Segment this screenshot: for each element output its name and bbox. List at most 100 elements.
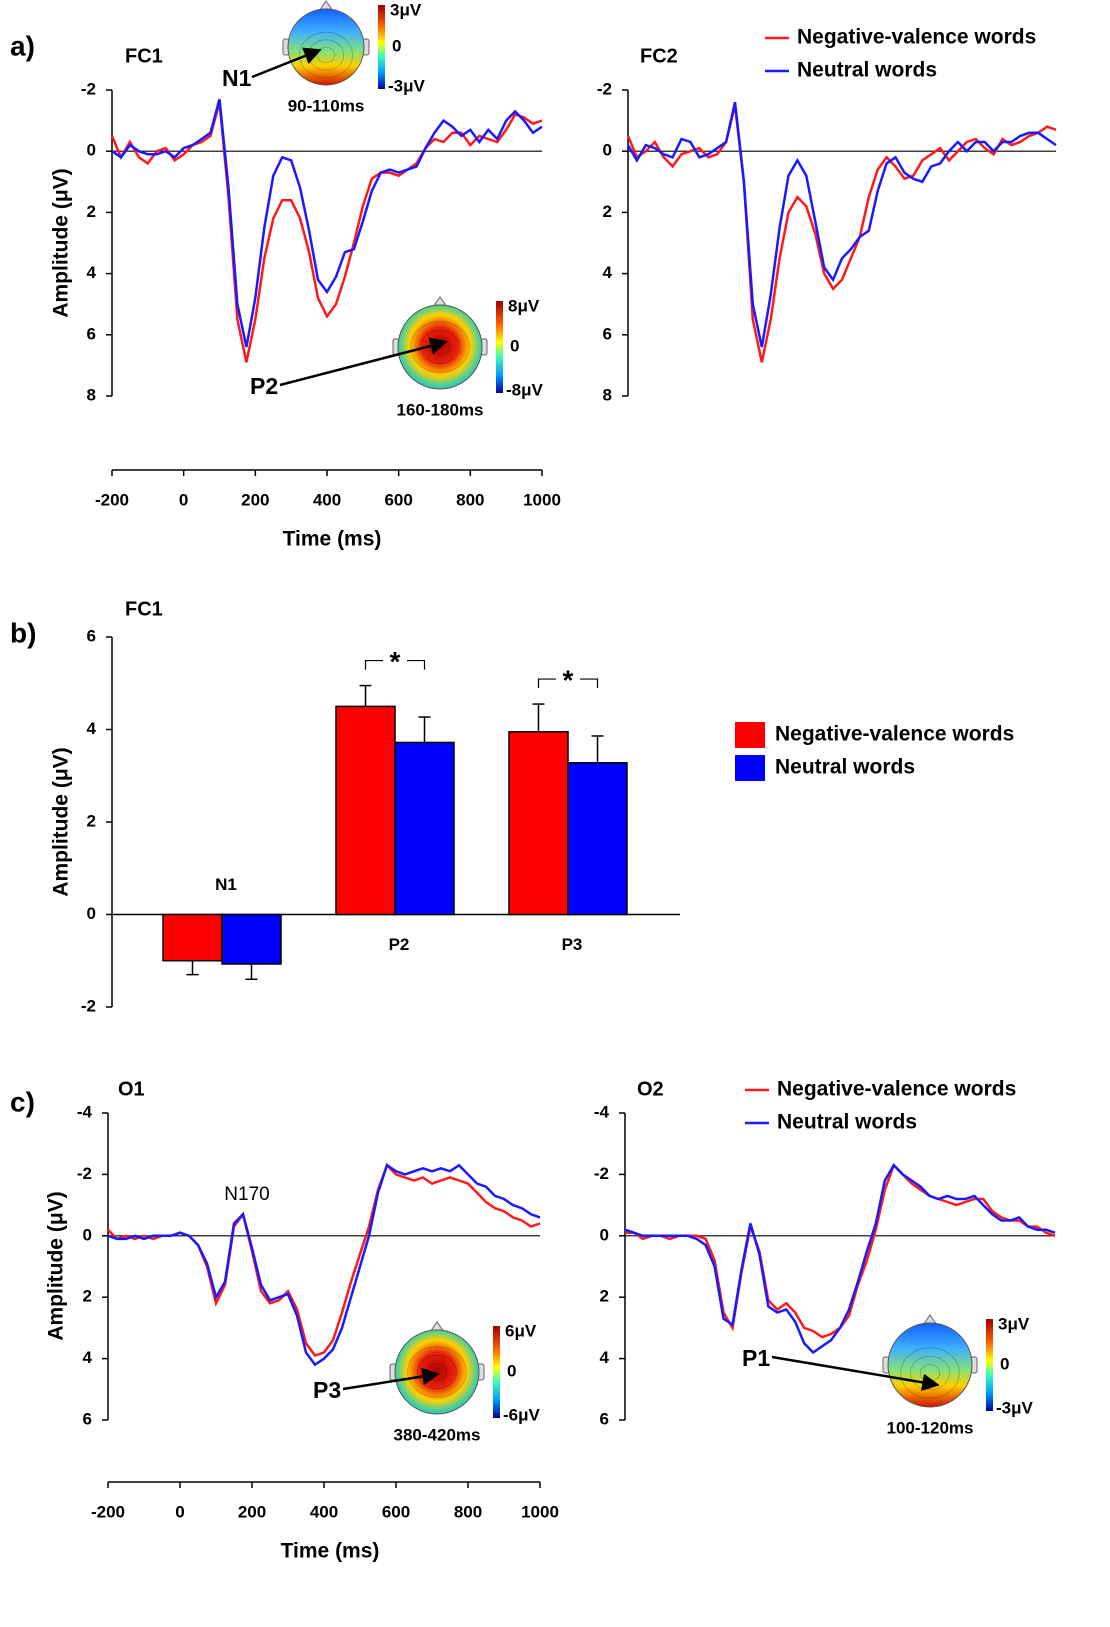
x-tick-label: 200 xyxy=(241,490,269,509)
legend-swatch xyxy=(735,755,765,781)
colorbar-label: 8μV xyxy=(508,296,540,315)
colorbar-label: 0 xyxy=(1000,1354,1009,1373)
x-tick-label: -200 xyxy=(95,490,129,509)
y-tick-label: 4 xyxy=(87,719,97,738)
y-tick-label: 8 xyxy=(603,385,612,404)
x-tick-label: 1000 xyxy=(521,1502,559,1521)
y-tick-label: 6 xyxy=(603,324,612,343)
legend-label: Negative-valence words xyxy=(797,26,1036,49)
y-tick-label: -2 xyxy=(597,79,612,98)
y-tick-label: 2 xyxy=(87,811,96,830)
topomap-contour xyxy=(417,1354,457,1390)
y-tick-label: 4 xyxy=(83,1348,93,1367)
topomap-contour xyxy=(420,329,460,365)
topomap-contour xyxy=(299,31,353,79)
y-tick-label: 6 xyxy=(87,626,96,645)
y-tick-label: -4 xyxy=(594,1102,610,1121)
annotation: N170 xyxy=(224,1184,269,1205)
significance-bracket xyxy=(537,678,599,689)
x-tick-label: 600 xyxy=(382,1502,410,1521)
x-tick-label: 800 xyxy=(456,490,484,509)
colorbar-label: -3μV xyxy=(388,76,426,95)
topomap-contour xyxy=(407,1346,467,1398)
y-tick-label: 8 xyxy=(87,385,96,404)
y-tick-label: 0 xyxy=(600,1225,609,1244)
x-tick-label: 1000 xyxy=(523,490,561,509)
y-tick-label: 2 xyxy=(600,1287,609,1306)
y-tick-label: 0 xyxy=(87,904,96,923)
time-window: 160-180ms xyxy=(397,400,484,419)
time-window: 380-420ms xyxy=(394,1425,481,1444)
y-tick-label: 2 xyxy=(87,202,96,221)
y-axis-label: Amplitude (μV) xyxy=(45,1191,68,1340)
colorbar-label: 3μV xyxy=(998,1314,1030,1333)
significance-bracket xyxy=(364,659,426,670)
chart-title: FC1 xyxy=(125,45,163,67)
y-tick-label: -2 xyxy=(81,996,96,1015)
chart-title: FC1 xyxy=(125,598,163,620)
significance-star: * xyxy=(390,646,401,677)
x-tick-label: 200 xyxy=(238,1502,266,1521)
colorbar xyxy=(378,5,385,89)
legend-label: Negative-valence words xyxy=(777,1078,1016,1101)
component-label: N1 xyxy=(222,65,252,91)
y-tick-label: 6 xyxy=(600,1409,609,1428)
component-label: P3 xyxy=(313,1377,341,1403)
y-tick-label: -2 xyxy=(594,1164,609,1183)
y-tick-label: 0 xyxy=(87,141,96,160)
colorbar-label: -8μV xyxy=(506,380,544,399)
y-tick-label: 2 xyxy=(603,202,612,221)
chart-title: O1 xyxy=(118,1078,145,1100)
topomap xyxy=(887,1322,973,1408)
y-tick-label: 6 xyxy=(83,1409,92,1428)
y-tick-label: 4 xyxy=(603,263,613,282)
legend-label: Neutral words xyxy=(775,756,915,779)
x-axis-label: Time (ms) xyxy=(281,1540,380,1563)
arrow xyxy=(279,337,448,387)
category-label: N1 xyxy=(215,875,237,894)
erp-line xyxy=(625,1162,1056,1339)
colorbar-label: 0 xyxy=(392,36,401,55)
panel-label: a) xyxy=(10,30,35,61)
x-axis-label: Time (ms) xyxy=(283,528,382,551)
y-axis-label: Amplitude (μV) xyxy=(50,747,73,896)
panel-label: b) xyxy=(10,617,36,648)
erp-line xyxy=(107,1163,541,1367)
y-tick-label: 4 xyxy=(600,1348,610,1367)
colorbar xyxy=(493,1326,500,1418)
x-tick-label: 0 xyxy=(179,490,188,509)
time-window: 90-110ms xyxy=(288,96,365,115)
y-tick-label: 6 xyxy=(87,324,96,343)
colorbar xyxy=(496,301,503,393)
time-window: 100-120ms xyxy=(887,1418,974,1437)
arrow xyxy=(342,1367,440,1391)
y-tick-label: -2 xyxy=(77,1164,92,1183)
legend-label: Negative-valence words xyxy=(775,723,1014,746)
erp-line xyxy=(107,1162,541,1357)
x-tick-label: 400 xyxy=(310,1502,338,1521)
legend-swatch xyxy=(735,722,765,748)
y-tick-label: 2 xyxy=(83,1287,92,1306)
bar xyxy=(567,762,628,916)
y-tick-label: -4 xyxy=(77,1102,93,1121)
chart-title: FC2 xyxy=(640,45,678,67)
colorbar-label: 6μV xyxy=(505,1321,537,1340)
x-tick-label: 0 xyxy=(175,1502,184,1521)
y-tick-label: 4 xyxy=(87,263,97,282)
bar xyxy=(162,913,223,962)
y-tick-label: 0 xyxy=(603,141,612,160)
erp-line xyxy=(626,105,1057,363)
panel-label: c) xyxy=(10,1086,35,1117)
component-label: P1 xyxy=(742,1345,770,1371)
chart-title: O2 xyxy=(637,1078,664,1100)
arrow xyxy=(251,47,322,79)
topomap xyxy=(287,8,365,86)
bar xyxy=(221,913,282,965)
colorbar-label: -3μV xyxy=(996,1398,1034,1417)
arrow xyxy=(771,1355,940,1392)
erp-line xyxy=(624,1163,1056,1355)
x-tick-label: 800 xyxy=(454,1502,482,1521)
bar xyxy=(394,741,455,916)
bar xyxy=(508,731,569,916)
